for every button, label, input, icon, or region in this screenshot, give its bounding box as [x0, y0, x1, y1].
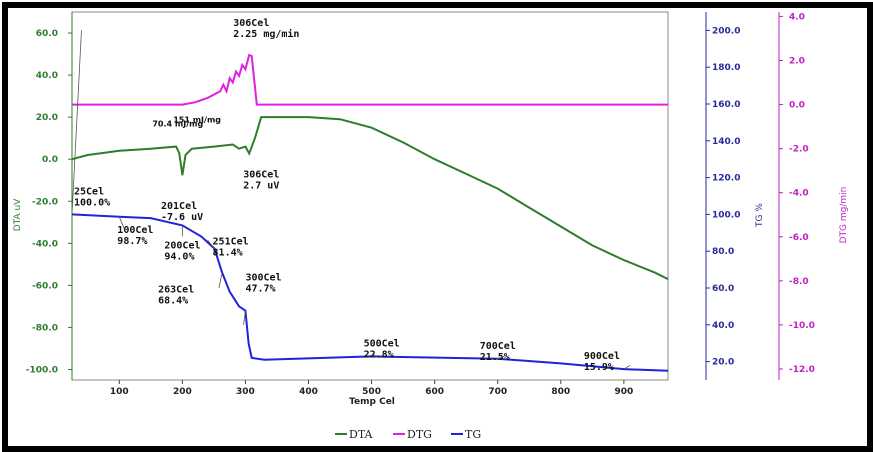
x-tick-label: 400 — [299, 387, 318, 397]
annotation-label: 900Cel — [584, 351, 620, 362]
tg-tick-label: 160.0 — [712, 100, 740, 110]
x-axis-title: Temp Cel — [349, 397, 395, 407]
annotation-leader — [118, 216, 125, 230]
annotation-label: 306Cel — [243, 170, 279, 181]
annotation-label: 47.7% — [245, 284, 275, 295]
dtg-tick-label: -2.0 — [789, 145, 809, 155]
annotation-label: 100Cel — [117, 225, 153, 236]
tg-tick-label: 100.0 — [712, 210, 740, 220]
x-tick-label: 800 — [551, 387, 570, 397]
dta-tick-label: -60.0 — [32, 281, 58, 291]
legend-label-tg: TG — [465, 428, 481, 441]
dta-tick-label: 60.0 — [36, 29, 58, 39]
annotation-label: 251Cel — [213, 237, 249, 248]
annotation-label: -7.6 uV — [161, 212, 203, 223]
annotation-label: 25Cel — [74, 186, 104, 197]
annotation-label: 2.7 uV — [243, 181, 279, 192]
dtg-tick-label: 2.0 — [789, 56, 805, 66]
annotation-leader — [71, 30, 82, 215]
annotation-label: 500Cel — [364, 338, 400, 349]
dta-axis-title: DTA uV — [13, 198, 23, 231]
dta-tick-label: 40.0 — [36, 71, 58, 81]
tg-tick-label: 200.0 — [712, 26, 740, 36]
annotation-label: 201Cel — [161, 201, 197, 212]
tg-tick-label: 60.0 — [712, 284, 734, 294]
dtg-tick-label: 4.0 — [789, 12, 805, 22]
legend-label-dtg: DTG — [407, 428, 432, 441]
legend-label-dta: DTA — [349, 428, 374, 441]
annotation-leader — [623, 364, 631, 370]
annotation-label: 200Cel — [164, 240, 200, 251]
annotation-leader — [497, 355, 505, 360]
dtg-tick-label: -4.0 — [789, 189, 809, 199]
annotation-label: 151 mJ/mg — [173, 116, 221, 125]
annotation-label: 70.4 mJ/mg — [152, 120, 203, 129]
x-tick-label: 900 — [614, 387, 633, 397]
dta-tick-label: -40.0 — [32, 239, 58, 249]
annotation-label: 15.9% — [584, 362, 614, 373]
annotation-label: 306Cel — [233, 18, 269, 29]
dta-tick-label: 20.0 — [36, 113, 58, 123]
dta-tick-label: 0.0 — [42, 155, 58, 165]
dtg-axis-title: DTG mg/min — [839, 187, 849, 244]
tg-tick-label: 120.0 — [712, 174, 740, 184]
dtg-tick-label: -12.0 — [789, 365, 815, 375]
annotation-label: 22.8% — [364, 349, 394, 360]
dta-tick-label: -80.0 — [32, 323, 58, 333]
x-tick-label: 200 — [173, 387, 192, 397]
annotation-leader — [371, 353, 375, 357]
annotation-label: 263Cel — [158, 285, 194, 296]
dtg-tick-label: -8.0 — [789, 277, 809, 287]
series-line-dtg — [72, 53, 668, 106]
annotation-leader — [243, 310, 246, 325]
tg-tick-label: 80.0 — [712, 247, 734, 257]
series-line-tg — [71, 213, 669, 372]
series-line-dta — [71, 116, 669, 280]
tg-tick-label: 40.0 — [712, 321, 734, 331]
dta-tick-label: -100.0 — [26, 365, 58, 375]
dtg-tick-label: -6.0 — [789, 233, 809, 243]
tg-tick-label: 140.0 — [712, 137, 740, 147]
x-tick-label: 300 — [236, 387, 255, 397]
x-tick-label: 100 — [110, 387, 129, 397]
annotation-label: 100.0% — [74, 197, 110, 208]
annotation-label: 81.4% — [213, 248, 243, 259]
annotation-label: 300Cel — [245, 273, 281, 284]
dta-tick-label: -20.0 — [32, 197, 58, 207]
dtg-tick-label: -10.0 — [789, 321, 815, 331]
annotation-label: 2.25 mg/min — [233, 28, 299, 40]
annotation-leader — [218, 272, 223, 289]
dtg-tick-label: 0.0 — [789, 101, 805, 111]
annotation-label: 94.0% — [164, 251, 194, 262]
annotation-label: 21.5% — [480, 352, 510, 363]
annotation-leader — [207, 239, 215, 249]
plot-area — [71, 11, 669, 381]
annotation-label: 700Cel — [480, 341, 516, 352]
annotation-label: 68.4% — [158, 296, 188, 307]
annotation-label: 98.7% — [117, 236, 147, 247]
x-tick-label: 600 — [425, 387, 444, 397]
x-tick-label: 500 — [362, 387, 381, 397]
x-tick-label: 700 — [488, 387, 507, 397]
tg-tick-label: 20.0 — [712, 358, 734, 368]
tg-axis-title: TG % — [755, 203, 765, 228]
tg-tick-label: 180.0 — [712, 63, 740, 73]
